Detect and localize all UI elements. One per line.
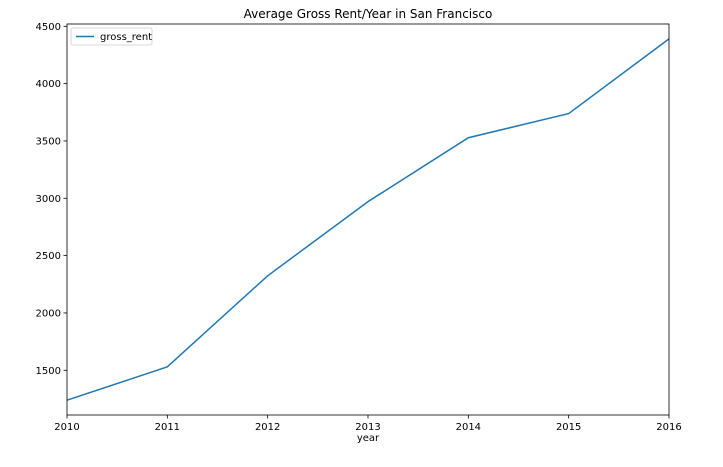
x-axis-label: year bbox=[357, 433, 380, 444]
chart-title: Average Gross Rent/Year in San Francisco bbox=[244, 7, 493, 21]
x-tick-label: 2014 bbox=[456, 422, 481, 433]
y-tick-label: 4000 bbox=[36, 79, 61, 90]
x-tick-label: 2010 bbox=[54, 422, 79, 433]
axes-frame bbox=[66, 23, 670, 416]
y-tick-label: 3000 bbox=[36, 194, 61, 205]
x-tick-label: 2012 bbox=[255, 422, 280, 433]
y-tick-label: 1500 bbox=[36, 366, 61, 377]
y-tick-label: 2500 bbox=[36, 251, 61, 262]
x-tick-label: 2015 bbox=[556, 422, 581, 433]
y-axis: 1500 2000 2500 3000 3500 4000 4500 bbox=[36, 22, 67, 377]
legend-box bbox=[70, 27, 153, 46]
plot-area bbox=[66, 38, 670, 401]
y-tick-label: 2000 bbox=[36, 308, 61, 319]
series-line-gross-rent bbox=[66, 38, 670, 401]
y-tick-label: 3500 bbox=[36, 136, 61, 147]
y-tick-label: 4500 bbox=[36, 22, 61, 33]
legend-label-gross-rent: gross_rent bbox=[100, 32, 152, 43]
x-axis: 2010 2011 2012 2013 2014 2015 2016 bbox=[54, 415, 682, 433]
x-tick-label: 2016 bbox=[656, 422, 681, 433]
x-tick-label: 2013 bbox=[355, 422, 380, 433]
legend: gross_rent bbox=[70, 27, 153, 46]
x-tick-label: 2011 bbox=[155, 422, 180, 433]
